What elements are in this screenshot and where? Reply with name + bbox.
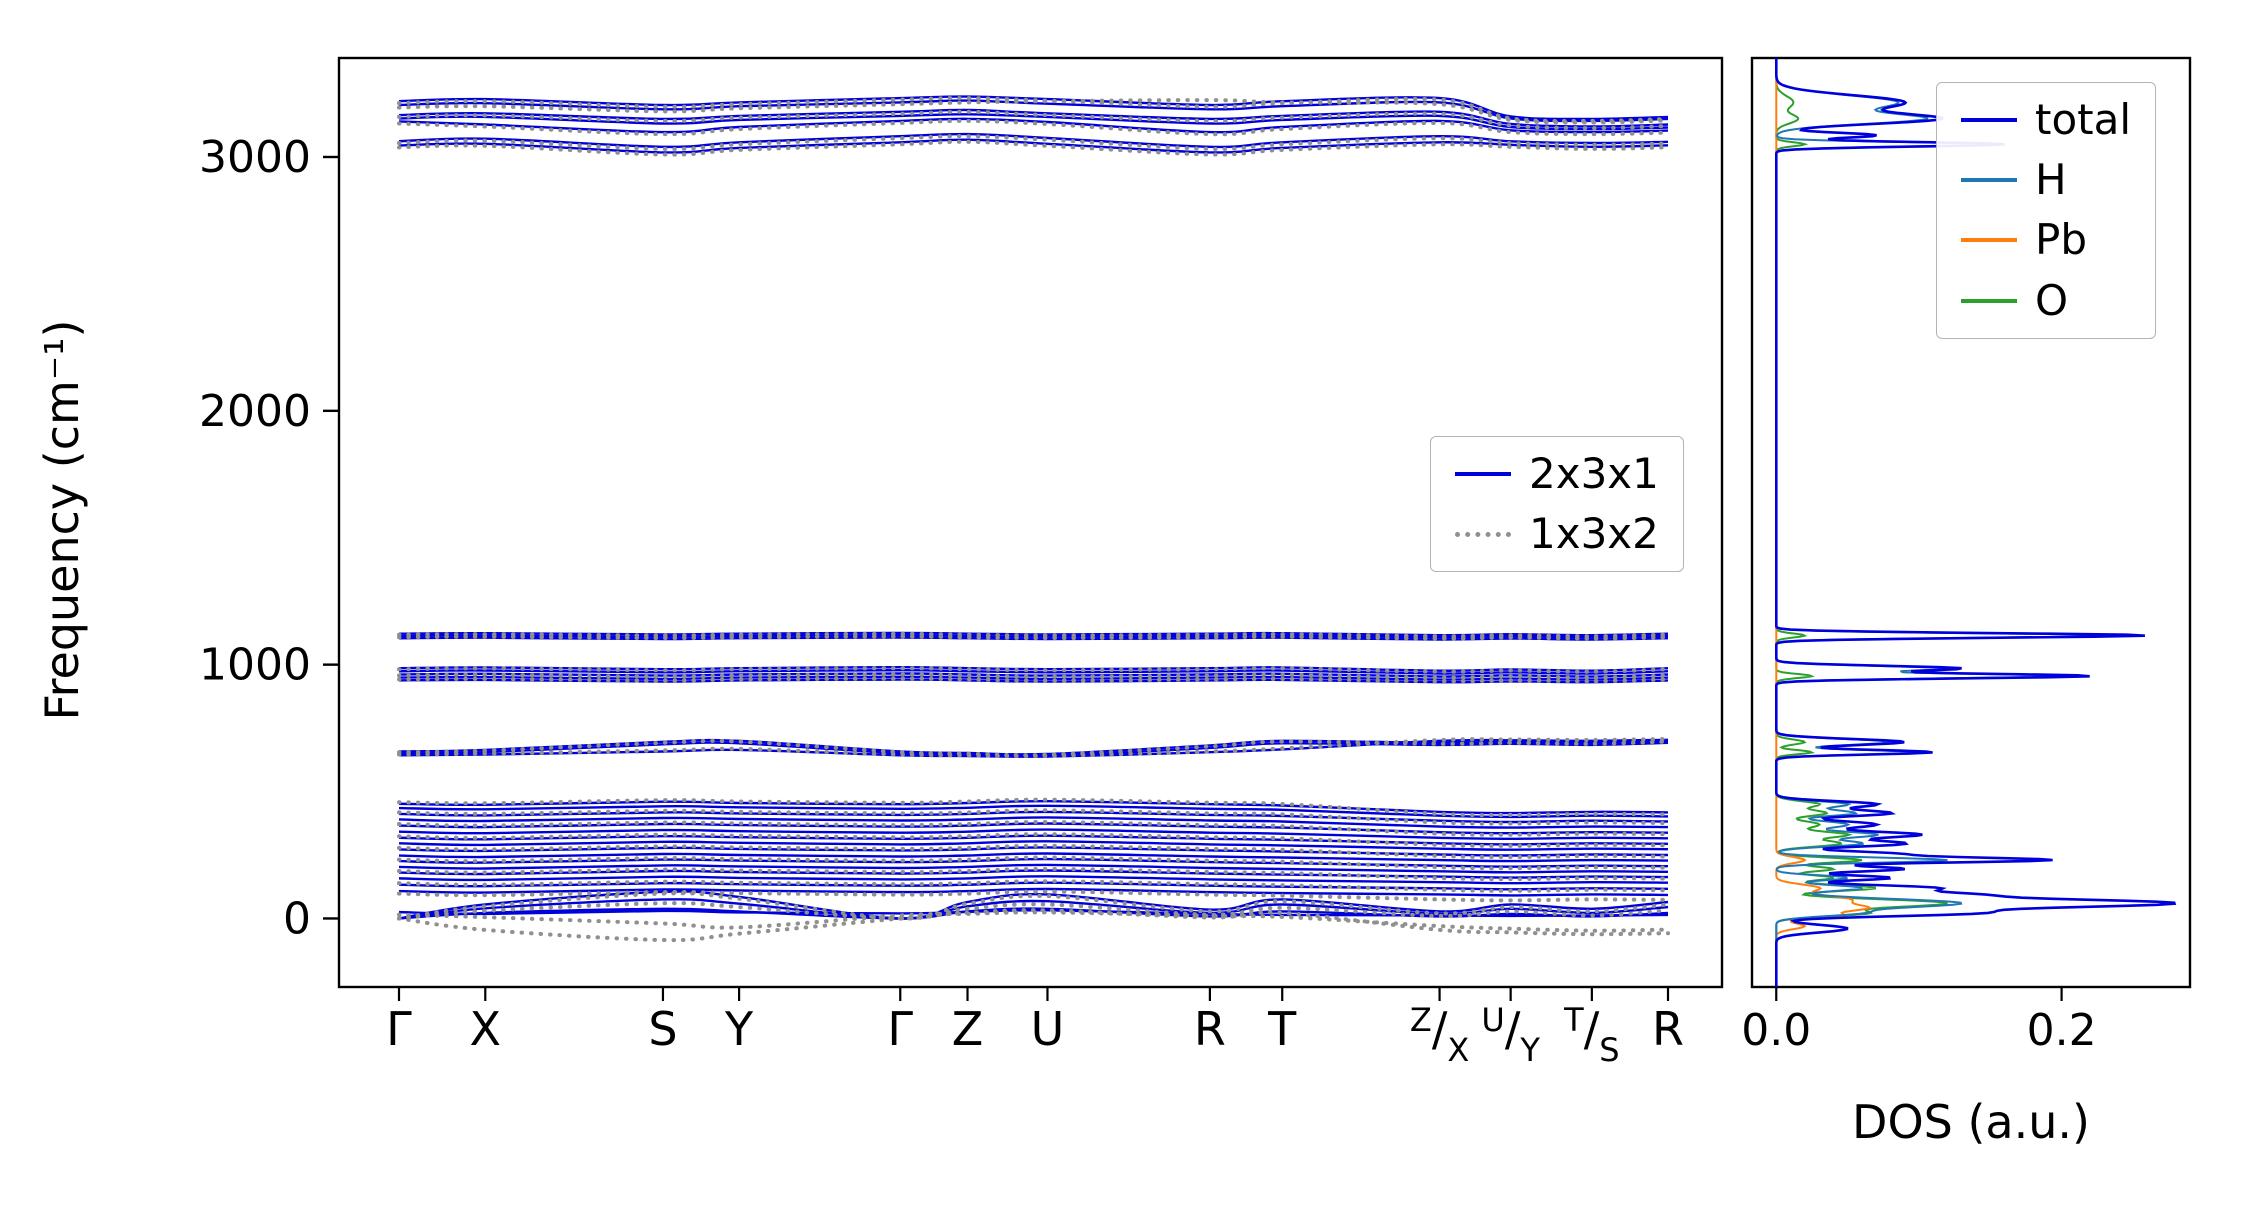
band-line-1x3x2	[397, 879, 1670, 893]
band-line-1x3x2	[397, 843, 1670, 860]
legend-label: 2x3x1	[1529, 449, 1659, 498]
band-curves	[397, 95, 1670, 943]
band-axes-frame	[337, 56, 1724, 989]
band-line-2x3x1	[398, 828, 1669, 841]
dos-x-tick-label: 0.0	[1741, 1005, 1811, 1056]
band-line-1x3x2	[397, 901, 1670, 921]
dos-x-axis-label: DOS (a.u.)	[1852, 1095, 2090, 1149]
band-line-1x3x2	[397, 134, 1670, 151]
band-line-1x3x2	[397, 855, 1670, 871]
legend-item-total: total	[1961, 95, 2132, 144]
dotted-line-sample	[1455, 531, 1511, 537]
legend-label: total	[2035, 95, 2132, 144]
k-point-label: Γ	[386, 1002, 412, 1056]
k-point-label: R	[1194, 1002, 1226, 1056]
solid-line-sample	[1455, 472, 1511, 477]
band-line-1x3x2	[397, 797, 1670, 818]
band-line-1x3x2	[397, 634, 1670, 641]
band-line-1x3x2	[397, 139, 1670, 157]
band-line-2x3x1	[398, 95, 1669, 121]
k-point-label: T	[1267, 1002, 1297, 1056]
band-line-2x3x1	[398, 840, 1669, 851]
solid-line-sample	[1961, 298, 2017, 303]
band-line-1x3x2	[397, 98, 1670, 125]
legend-label: Pb	[2035, 215, 2087, 265]
k-point-label: Γ	[887, 1002, 913, 1056]
legend-item-Pb: Pb	[1961, 217, 2131, 263]
band-line-1x3x2	[397, 118, 1670, 137]
band-line-2x3x1	[398, 138, 1669, 154]
y-axis-label: Frequency (cm⁻¹)	[35, 319, 89, 721]
band-line-2x3x1	[398, 804, 1669, 819]
solid-line-sample	[1961, 238, 2017, 243]
band-line-1x3x2	[397, 910, 1670, 933]
band-line-1x3x2	[397, 109, 1670, 131]
k-point-label: U/Y	[1481, 1001, 1540, 1069]
k-point-label: Y	[724, 1002, 754, 1056]
dos-curves	[1775, 58, 2177, 987]
solid-line-sample	[1961, 118, 2017, 123]
dos-legend: total H Pb O	[1936, 82, 2157, 339]
k-point-label: R	[1652, 1002, 1684, 1056]
dos-axes-frame	[1750, 56, 2192, 989]
band-legend: 2x3x1 1x3x2	[1430, 436, 1684, 573]
k-point-label: S	[648, 1002, 677, 1056]
band-line-1x3x2	[397, 666, 1670, 674]
band-line-1x3x2	[397, 738, 1670, 758]
band-line-2x3x1	[398, 852, 1669, 863]
band-line-1x3x2	[397, 889, 1670, 903]
band-line-1x3x2	[397, 832, 1670, 848]
band-line-1x3x2	[397, 891, 1670, 921]
k-point-label: Z	[952, 1002, 984, 1056]
band-line-1x3x2	[397, 672, 1670, 680]
legend-item-1x3x2: 1x3x2	[1455, 509, 1659, 559]
band-line-1x3x2	[397, 819, 1670, 837]
y-tick-label: 2000	[199, 386, 311, 437]
k-point-label: X	[470, 1002, 502, 1056]
band-line-2x3x1	[398, 875, 1669, 885]
legend-item-O: O	[1961, 275, 2131, 325]
band-line-2x3x1	[398, 909, 1669, 918]
legend-label: O	[2035, 275, 2069, 325]
y-tick-label: 3000	[199, 132, 311, 183]
y-tick-label: 1000	[199, 640, 311, 691]
band-line-1x3x2	[397, 808, 1670, 826]
y-tick-label: 0	[283, 893, 311, 944]
band-line-2x3x1	[398, 898, 1669, 920]
k-point-label: Z/X	[1410, 1001, 1469, 1069]
dos-line-total	[1775, 58, 2177, 987]
band-line-2x3x1	[398, 907, 1669, 920]
band-line-2x3x1	[398, 887, 1669, 897]
legend-item-H: H	[1961, 155, 2131, 205]
band-line-1x3x2	[397, 676, 1670, 684]
solid-line-sample	[1961, 178, 2017, 183]
legend-label: 1x3x2	[1529, 509, 1659, 559]
band-line-2x3x1	[398, 668, 1669, 675]
band-line-2x3x1	[398, 816, 1669, 829]
band-line-1x3x2	[397, 908, 1670, 943]
k-point-label: T/S	[1563, 1001, 1619, 1069]
k-point-label: U	[1031, 1002, 1065, 1056]
band-line-1x3x2	[397, 631, 1670, 639]
dos-x-tick-label: 0.2	[2027, 1005, 2097, 1056]
band-line-1x3x2	[397, 737, 1670, 759]
band-line-1x3x2	[397, 866, 1670, 882]
legend-label: H	[2035, 155, 2067, 205]
band-line-2x3x1	[398, 675, 1669, 681]
band-line-2x3x1	[398, 890, 1669, 920]
band-line-2x3x1	[398, 863, 1669, 874]
legend-item-2x3x1: 2x3x1	[1455, 449, 1659, 498]
